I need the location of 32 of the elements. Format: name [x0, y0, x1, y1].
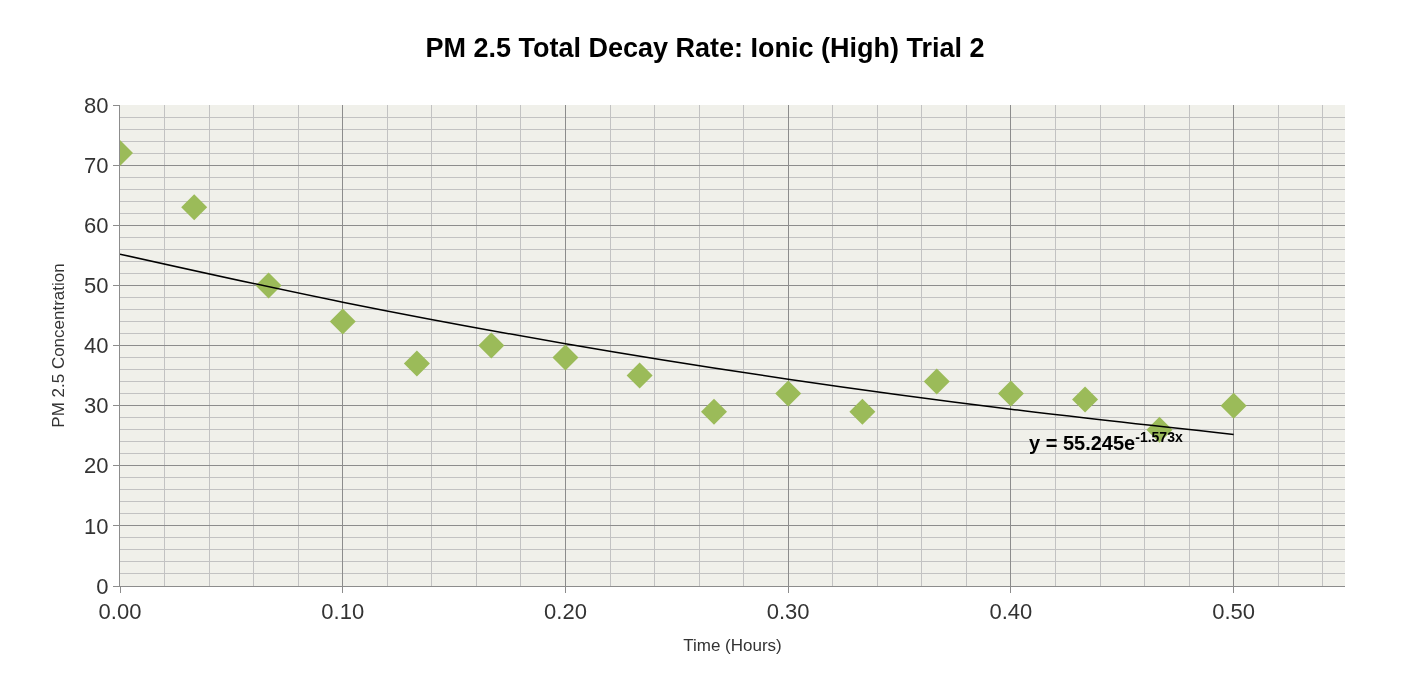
point: [255, 272, 282, 299]
point: [181, 194, 208, 221]
y-tick-label: 70: [84, 152, 109, 178]
y-axis-title: PM 2.5 Concentration: [48, 263, 68, 428]
y-tick-label: 50: [84, 273, 109, 299]
point: [775, 380, 802, 407]
y-tick-label: 0: [96, 573, 109, 599]
y-tick-label: 80: [84, 92, 109, 118]
point: [329, 308, 356, 335]
y-tick-label: 10: [84, 513, 109, 539]
point: [701, 398, 728, 425]
chart-title: PM 2.5 Total Decay Rate: Ionic (High) Trial 2: [425, 33, 985, 64]
point: [997, 380, 1024, 407]
y-tick-label: 30: [84, 393, 109, 419]
y-tick-label: 40: [84, 333, 109, 359]
point: [478, 332, 505, 359]
x-tick-label: 0.10: [321, 599, 365, 625]
x-axis-title: Time (Hours): [683, 635, 782, 655]
y-tick-label: 20: [84, 453, 109, 479]
point: [923, 368, 950, 395]
point: [403, 350, 430, 377]
point: [849, 398, 876, 425]
x-tick-label: 0.40: [989, 599, 1033, 625]
point: [1220, 392, 1247, 419]
x-tick-label: 0.50: [1212, 599, 1256, 625]
x-tick-label: 0.20: [544, 599, 587, 625]
x-tick-label: 0.30: [766, 599, 810, 625]
y-tick-label: 60: [84, 212, 109, 238]
point: [552, 344, 579, 371]
point: [1072, 386, 1099, 413]
x-tick-label: 0.00: [98, 599, 142, 625]
point: [626, 362, 653, 389]
